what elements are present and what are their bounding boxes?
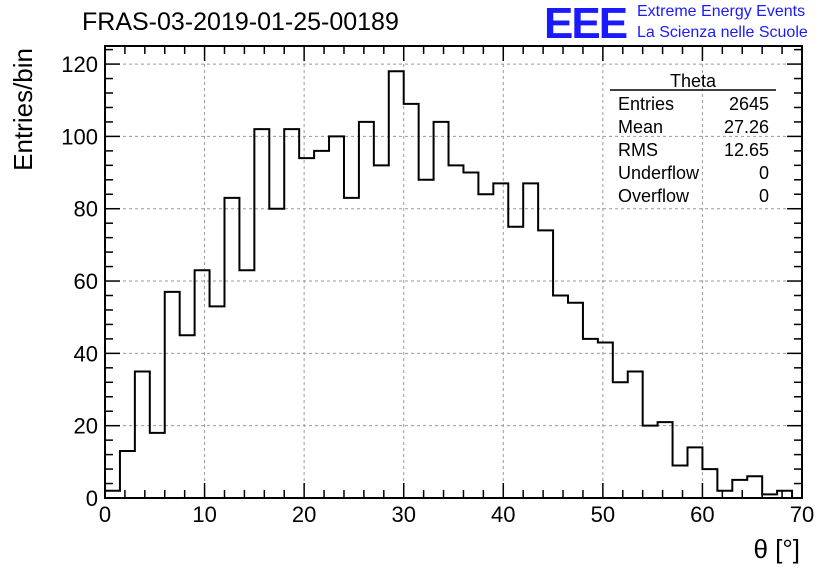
histogram-bin xyxy=(195,270,210,498)
x-axis-label: θ [°] xyxy=(753,534,800,564)
y-tick-label: 100 xyxy=(61,124,98,149)
histogram-bin xyxy=(434,122,449,498)
histogram-bin xyxy=(508,227,523,498)
histogram-bin xyxy=(523,183,538,498)
histogram-bin xyxy=(105,491,120,498)
histogram-bin xyxy=(329,136,344,498)
x-tick-label: 30 xyxy=(391,502,415,527)
y-axis-label: Entries/bin xyxy=(8,48,38,171)
histogram-bin xyxy=(269,209,284,498)
histogram-bin xyxy=(374,165,389,498)
histogram-bin xyxy=(224,198,239,498)
histogram-bin xyxy=(538,230,553,498)
histogram-bin xyxy=(344,198,359,498)
histogram-bin xyxy=(463,173,478,498)
histogram-bin xyxy=(687,447,702,498)
histogram-bin xyxy=(493,183,508,498)
x-tick-label: 10 xyxy=(192,502,216,527)
histogram-bin xyxy=(658,422,673,498)
run-title: FRAS-03-2019-01-25-00189 xyxy=(82,8,399,36)
eee-logo: EEE xyxy=(544,0,628,48)
histogram-bin xyxy=(702,469,717,498)
histogram-bin xyxy=(628,371,643,498)
histogram-bin xyxy=(553,296,568,498)
x-tick-label: 60 xyxy=(690,502,714,527)
histogram-bin xyxy=(359,122,374,498)
x-tick-label: 40 xyxy=(491,502,515,527)
histogram-bin xyxy=(419,180,434,498)
histogram-bin xyxy=(314,151,329,498)
stats-value-rms: 12.65 xyxy=(724,140,769,160)
stats-value-mean: 27.26 xyxy=(724,117,769,137)
histogram-bin xyxy=(449,165,464,498)
stats-label-mean: Mean xyxy=(618,117,663,137)
y-tick-labels: 0 20 40 60 80 100 120 xyxy=(61,52,98,511)
histogram-bin xyxy=(583,339,598,498)
org-name: Extreme Energy Events xyxy=(637,3,806,20)
stats-value-underflow: 0 xyxy=(759,163,769,183)
histogram-bin xyxy=(673,465,688,498)
stats-label-entries: Entries xyxy=(618,94,674,114)
y-tick-label: 0 xyxy=(86,486,98,511)
stats-label-overflow: Overflow xyxy=(618,186,690,206)
histogram-bin xyxy=(568,303,583,498)
histogram-bin xyxy=(180,335,195,498)
histogram-bin xyxy=(389,71,404,498)
stats-label-rms: RMS xyxy=(618,140,658,160)
plot-frame xyxy=(104,45,803,499)
stats-label-underflow: Underflow xyxy=(618,163,700,183)
histogram-bin xyxy=(404,104,419,498)
stats-title: Theta xyxy=(670,71,717,91)
stats-value-overflow: 0 xyxy=(759,186,769,206)
x-tick-labels: 0 10 20 30 40 50 60 70 xyxy=(99,502,814,527)
y-tick-label: 80 xyxy=(74,197,98,222)
org-subtitle: La Scienza nelle Scuole xyxy=(637,24,808,41)
y-tick-label: 120 xyxy=(61,52,98,77)
x-tick-label: 20 xyxy=(292,502,316,527)
y-tick-label: 60 xyxy=(74,269,98,294)
histogram-bin xyxy=(254,129,269,498)
histogram-bin xyxy=(210,306,225,498)
histogram-bin xyxy=(777,491,792,498)
x-tick-label: 50 xyxy=(591,502,615,527)
grid-layer xyxy=(105,46,802,498)
y-tick-label: 40 xyxy=(74,341,98,366)
histogram-bin xyxy=(643,426,658,498)
x-tick-label: 0 xyxy=(99,502,111,527)
stats-value-entries: 2645 xyxy=(729,94,769,114)
histogram-bin xyxy=(165,292,180,498)
histogram-bin xyxy=(598,343,613,498)
histogram-bin xyxy=(613,382,628,498)
histogram-bin xyxy=(239,270,254,498)
histogram-bin xyxy=(299,158,314,498)
histogram-bin xyxy=(284,129,299,498)
x-tick-label: 70 xyxy=(790,502,814,527)
histogram-bin xyxy=(120,451,135,498)
histogram-bin xyxy=(747,476,762,498)
histogram-bin xyxy=(478,194,493,498)
stats-box: Theta Entries 2645 Mean 27.26 RMS 12.65 … xyxy=(610,71,776,206)
y-tick-label: 20 xyxy=(74,414,98,439)
axis-ticks xyxy=(104,46,803,499)
histogram-bin xyxy=(717,491,732,498)
histogram-bin xyxy=(150,433,165,498)
histogram-bins xyxy=(105,71,792,498)
histogram-bin xyxy=(732,480,747,498)
histogram-bin xyxy=(135,371,150,498)
histogram-outline xyxy=(104,70,802,499)
